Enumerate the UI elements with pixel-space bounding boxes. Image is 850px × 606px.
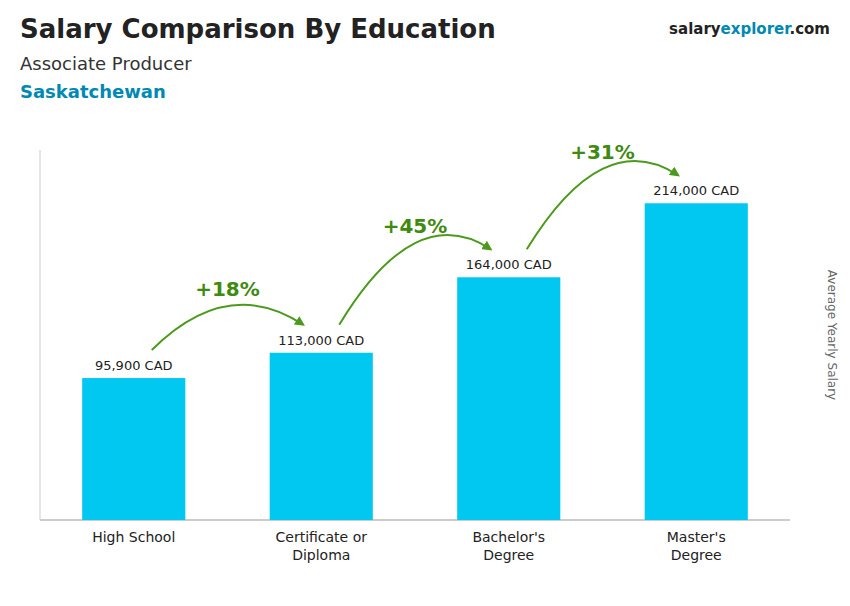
x-tick-label-line: Degree bbox=[671, 547, 722, 563]
annotation: +31% bbox=[570, 140, 635, 164]
y-axis-line bbox=[40, 150, 41, 520]
annotation: +45% bbox=[383, 214, 448, 238]
bars bbox=[82, 203, 748, 520]
annotation: +18% bbox=[195, 277, 260, 301]
x-tick-label-line: Degree bbox=[483, 547, 534, 563]
data-label: 113,000 CAD bbox=[278, 333, 364, 348]
bar bbox=[82, 378, 185, 520]
brand-part: .com bbox=[789, 20, 830, 38]
change-arrow bbox=[527, 161, 679, 249]
brand-part: salary bbox=[669, 20, 721, 38]
change-arrow bbox=[152, 305, 304, 350]
x-tick-label: Bachelor's Degree bbox=[472, 529, 545, 563]
x-tick-label-line: High School bbox=[92, 529, 175, 545]
bar bbox=[457, 277, 560, 520]
chart-container: Salary Comparison By Education Associate … bbox=[0, 0, 850, 606]
data-label: 95,900 CAD bbox=[95, 358, 173, 373]
x-tick-label: Master's Degree bbox=[667, 529, 726, 563]
x-tick-label-line: Diploma bbox=[292, 547, 350, 563]
change-arrow bbox=[339, 235, 491, 325]
title: Salary Comparison By Education bbox=[20, 14, 496, 44]
chart-svg: Salary Comparison By Education Associate … bbox=[0, 0, 850, 606]
subtitle: Saskatchewan bbox=[20, 81, 166, 102]
brand: salaryexplorer.com bbox=[669, 20, 830, 38]
x-tick-label-line: Certificate or bbox=[276, 529, 368, 545]
x-tick-label: High School bbox=[92, 529, 175, 545]
x-tick-label-line: Master's bbox=[667, 529, 726, 545]
brand-part: explorer bbox=[721, 20, 793, 38]
data-label: 214,000 CAD bbox=[653, 183, 739, 198]
x-tick-label-line: Bachelor's bbox=[472, 529, 545, 545]
bar bbox=[645, 203, 748, 520]
bar bbox=[270, 353, 373, 520]
data-label: 164,000 CAD bbox=[466, 257, 552, 272]
subtitle: Associate Producer bbox=[20, 53, 192, 74]
y-axis-label: Average Yearly Salary bbox=[825, 270, 839, 400]
x-tick-label: Certificate or Diploma bbox=[276, 529, 368, 563]
